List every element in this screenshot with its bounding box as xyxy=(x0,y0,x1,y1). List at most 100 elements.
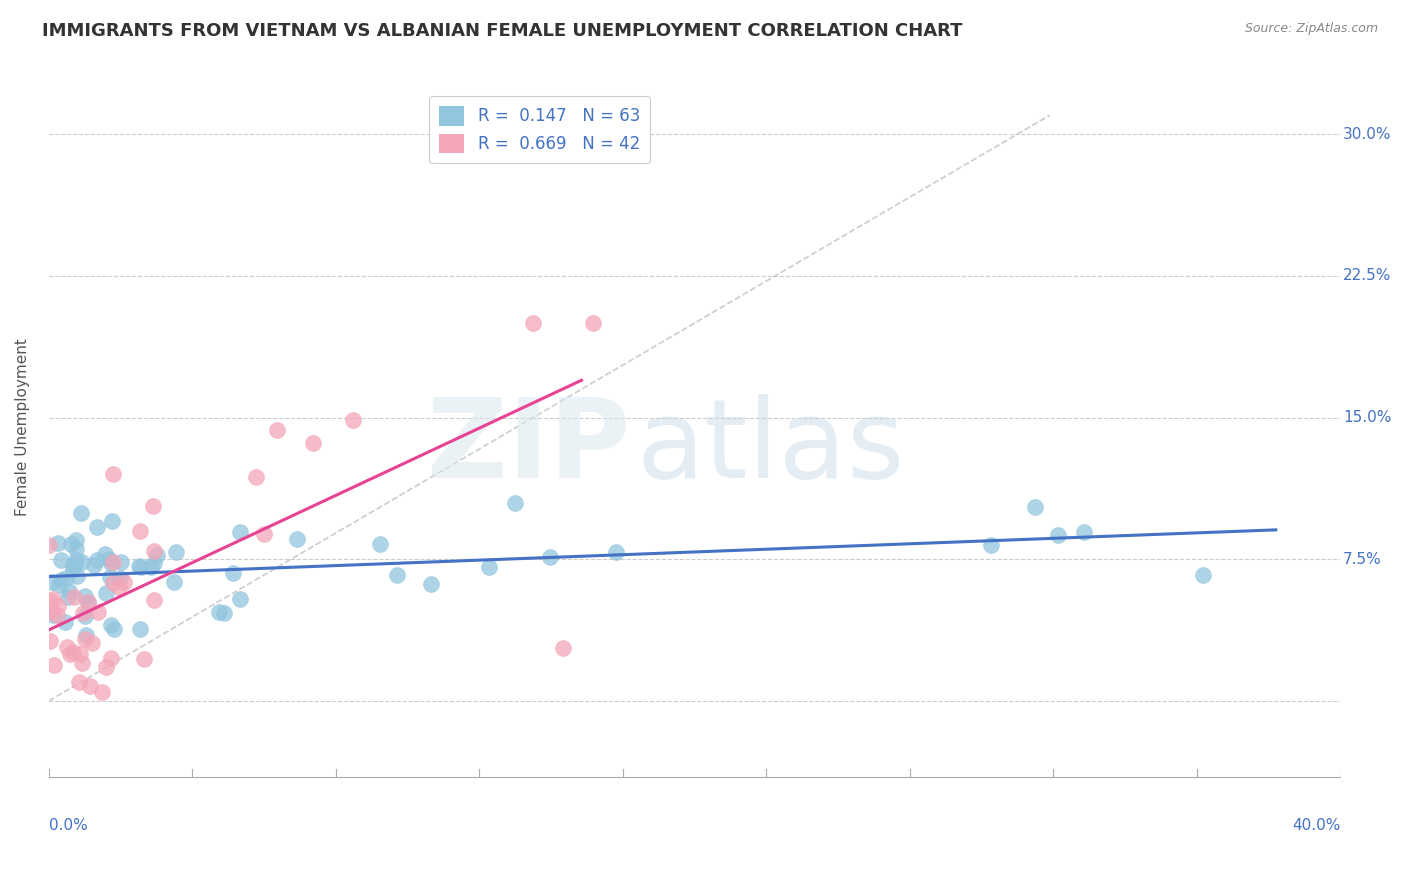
Text: 30.0%: 30.0% xyxy=(1343,127,1392,142)
Point xyxy=(79,679,101,693)
Point xyxy=(101,576,124,591)
Point xyxy=(46,599,69,613)
Point xyxy=(478,560,501,574)
Point xyxy=(62,590,84,604)
Point xyxy=(59,647,82,661)
Text: 15.0%: 15.0% xyxy=(1343,410,1392,425)
Point xyxy=(108,581,131,595)
Point xyxy=(66,569,89,583)
Point xyxy=(110,555,132,569)
Text: 7.5%: 7.5% xyxy=(1343,552,1382,566)
Point xyxy=(58,583,80,598)
Point xyxy=(129,560,152,574)
Text: 0.0%: 0.0% xyxy=(49,818,87,833)
Point xyxy=(132,652,155,666)
Point xyxy=(42,607,65,622)
Point xyxy=(143,544,166,558)
Point xyxy=(101,515,124,529)
Point xyxy=(245,470,267,484)
Point xyxy=(1192,568,1215,582)
Point xyxy=(98,570,121,584)
Text: Source: ZipAtlas.com: Source: ZipAtlas.com xyxy=(1244,22,1378,36)
Text: 40.0%: 40.0% xyxy=(1292,818,1340,833)
Point xyxy=(128,524,150,539)
Y-axis label: Female Unemployment: Female Unemployment xyxy=(15,338,30,516)
Point xyxy=(62,645,84,659)
Point xyxy=(75,609,97,624)
Point xyxy=(62,561,84,575)
Point xyxy=(1046,528,1069,542)
Point xyxy=(48,577,70,591)
Point xyxy=(62,558,84,573)
Point xyxy=(285,532,308,546)
Point xyxy=(69,647,91,661)
Point xyxy=(540,549,562,564)
Point xyxy=(93,547,115,561)
Point xyxy=(100,618,122,632)
Point xyxy=(980,539,1002,553)
Point xyxy=(98,552,121,566)
Point xyxy=(42,658,65,673)
Point xyxy=(165,544,187,558)
Point xyxy=(75,632,97,646)
Point xyxy=(67,675,90,690)
Point xyxy=(39,594,62,608)
Point xyxy=(221,566,243,580)
Point xyxy=(51,573,73,587)
Point xyxy=(42,591,65,606)
Point xyxy=(100,557,122,571)
Point xyxy=(551,641,574,656)
Point xyxy=(53,615,76,629)
Point xyxy=(342,412,364,426)
Point xyxy=(96,586,118,600)
Point xyxy=(86,553,108,567)
Point xyxy=(208,606,231,620)
Text: ZIP: ZIP xyxy=(426,394,630,501)
Point xyxy=(503,495,526,509)
Point xyxy=(387,567,409,582)
Point xyxy=(110,571,132,585)
Point xyxy=(86,519,108,533)
Point xyxy=(46,536,69,550)
Text: IMMIGRANTS FROM VIETNAM VS ALBANIAN FEMALE UNEMPLOYMENT CORRELATION CHART: IMMIGRANTS FROM VIETNAM VS ALBANIAN FEMA… xyxy=(42,22,963,40)
Point xyxy=(103,622,125,636)
Point xyxy=(83,558,105,573)
Point xyxy=(70,555,93,569)
Point xyxy=(582,316,605,330)
Point xyxy=(420,577,443,591)
Point xyxy=(80,635,103,649)
Point xyxy=(1073,524,1095,539)
Point xyxy=(55,571,77,585)
Point xyxy=(103,555,125,569)
Point xyxy=(128,558,150,573)
Point xyxy=(139,559,162,574)
Point xyxy=(56,640,79,654)
Point xyxy=(605,545,627,559)
Text: 22.5%: 22.5% xyxy=(1343,268,1392,284)
Point xyxy=(75,589,97,603)
Point xyxy=(76,595,98,609)
Point xyxy=(41,603,63,617)
Point xyxy=(112,574,135,589)
Point xyxy=(129,622,152,636)
Point xyxy=(38,633,60,648)
Point xyxy=(41,575,63,590)
Point xyxy=(94,660,117,674)
Point xyxy=(75,628,97,642)
Point xyxy=(266,424,288,438)
Point xyxy=(301,435,323,450)
Point xyxy=(72,606,94,620)
Point xyxy=(38,539,60,553)
Point xyxy=(65,541,87,556)
Point xyxy=(1024,500,1046,515)
Point xyxy=(252,527,274,541)
Point xyxy=(65,553,87,567)
Point xyxy=(69,506,91,520)
Point xyxy=(70,656,93,670)
Point xyxy=(65,533,87,548)
Point xyxy=(56,590,79,604)
Point xyxy=(229,591,252,606)
Point xyxy=(212,607,235,621)
Point xyxy=(101,467,124,482)
Point xyxy=(163,574,186,589)
